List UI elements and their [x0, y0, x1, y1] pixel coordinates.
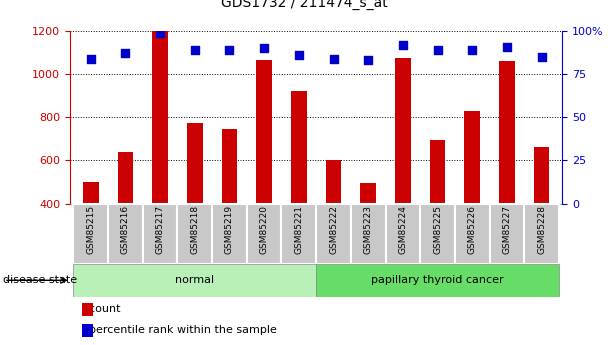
Point	[468, 47, 477, 53]
Bar	[152, 31, 168, 204]
Point	[364, 58, 373, 63]
Text: normal: normal	[175, 275, 215, 285]
Bar	[465, 111, 480, 204]
Bar	[291, 91, 306, 204]
Bar	[257, 60, 272, 204]
Text: percentile rank within the sample: percentile rank within the sample	[82, 325, 277, 335]
Point	[120, 51, 130, 56]
Text: papillary thyroid cancer: papillary thyroid cancer	[371, 275, 504, 285]
Text: GSM85218: GSM85218	[190, 205, 199, 255]
Bar	[178, 204, 212, 264]
Bar	[117, 152, 133, 204]
Text: GSM85227: GSM85227	[502, 205, 511, 254]
Text: GSM85220: GSM85220	[260, 205, 269, 254]
Bar	[83, 182, 98, 204]
Bar	[74, 204, 108, 264]
Text: GSM85225: GSM85225	[433, 205, 442, 254]
Text: GSM85226: GSM85226	[468, 205, 477, 254]
Text: GSM85215: GSM85215	[86, 205, 95, 255]
Bar	[108, 204, 143, 264]
Bar	[430, 140, 445, 204]
Text: disease state: disease state	[3, 275, 77, 285]
Bar	[316, 264, 559, 297]
Point	[537, 54, 547, 60]
Point	[433, 47, 443, 53]
Bar	[143, 204, 178, 264]
Text: GSM85222: GSM85222	[329, 205, 338, 254]
Bar	[351, 204, 385, 264]
Bar	[222, 129, 237, 204]
Point	[502, 44, 512, 49]
Text: GSM85223: GSM85223	[364, 205, 373, 254]
Bar	[74, 264, 316, 297]
Bar	[385, 204, 420, 264]
Bar	[489, 204, 524, 264]
Point	[155, 30, 165, 36]
Point	[294, 52, 303, 58]
Bar	[247, 204, 282, 264]
Point	[398, 42, 408, 48]
Bar	[499, 61, 515, 204]
Bar	[455, 204, 489, 264]
Bar	[326, 160, 341, 204]
Text: GSM85221: GSM85221	[294, 205, 303, 254]
Bar	[282, 204, 316, 264]
Point	[224, 47, 234, 53]
Point	[190, 47, 199, 53]
Bar	[316, 204, 351, 264]
Bar	[212, 204, 247, 264]
Point	[259, 46, 269, 51]
Text: GSM85217: GSM85217	[156, 205, 165, 255]
Bar	[534, 148, 550, 204]
Bar	[524, 204, 559, 264]
Text: GSM85228: GSM85228	[537, 205, 546, 254]
Point	[329, 56, 339, 61]
Text: GSM85219: GSM85219	[225, 205, 234, 255]
Bar	[187, 123, 202, 204]
Bar	[361, 183, 376, 204]
Point	[86, 56, 95, 61]
Text: GSM85224: GSM85224	[398, 205, 407, 254]
Bar	[420, 204, 455, 264]
Bar	[395, 58, 410, 204]
Text: GSM85216: GSM85216	[121, 205, 130, 255]
Text: count: count	[82, 304, 120, 314]
Text: GDS1732 / 211474_s_at: GDS1732 / 211474_s_at	[221, 0, 387, 10]
